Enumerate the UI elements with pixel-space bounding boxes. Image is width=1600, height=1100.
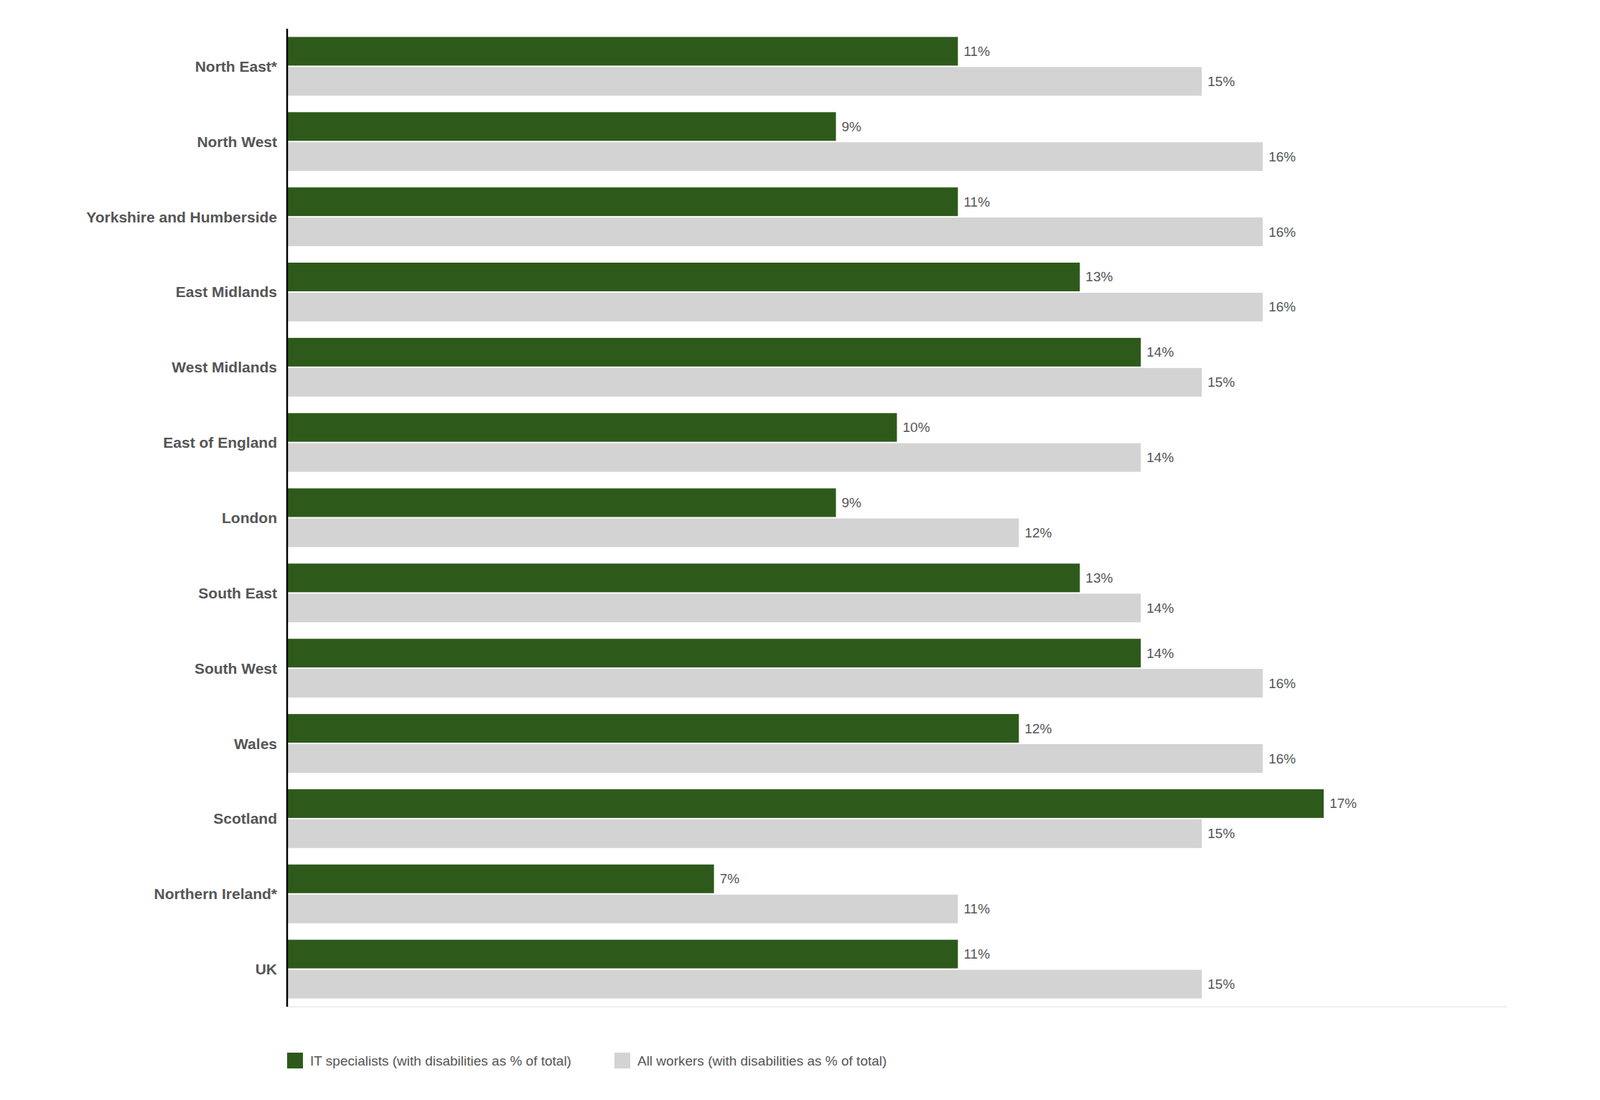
data-label: 9% [841,119,863,135]
y-tick-label: North East* [195,58,278,75]
data-label: 14% [1146,646,1174,662]
bar [287,563,1080,593]
legend-label: IT specialists (with disabilities as % o… [310,1053,572,1069]
y-tick-labels: North East* North West Yorkshire and Humbe… [86,58,278,978]
bar [287,789,1324,819]
bar [287,593,1141,623]
bar [287,142,1263,171]
bar [287,819,1202,849]
bar [287,970,1202,1000]
data-label: 15% [1207,976,1235,993]
y-tick-label: Scotland [213,810,278,827]
y-tick-label: UK [255,961,278,978]
data-label: 12% [1024,525,1052,541]
bar [287,262,1080,292]
data-label: 11% [963,43,990,59]
legend-swatch [287,1053,303,1069]
data-label: 13% [1085,269,1113,285]
bar [287,66,1202,96]
data-label: 11% [963,194,990,210]
data-label: 14% [1146,600,1174,616]
y-tick-label: North West [196,133,278,151]
bar [287,187,958,217]
chart-svg: 11% 9% 11% 13% 14% 10% 9% 13% 14% 12% 17% 7% 11% 15% 1… [0,0,1600,1100]
bar [287,443,1141,473]
bar [287,668,1263,698]
bar [287,368,1202,397]
bar [287,714,1019,743]
bar [287,292,1263,322]
data-label: 14% [1146,450,1174,466]
legend: IT specialists (with disabilities as % o… [287,1053,887,1069]
legend-swatch [614,1053,631,1069]
bar [287,338,1141,367]
bar [287,488,837,518]
y-tick-label: Wales [234,735,278,753]
data-label: 9% [841,495,863,511]
y-tick-label: South West [194,660,278,677]
chart-container: 11% 9% 11% 13% 14% 10% 9% 13% 14% 12% 17% 7% 11% 15% 1… [0,0,1600,1100]
data-label: 15% [1207,73,1235,90]
bar [287,217,1263,247]
data-label: 16% [1268,299,1296,315]
y-axis-line [286,28,289,1008]
data-label: 11% [963,901,990,917]
data-label: 13% [1085,570,1113,586]
bar [287,895,958,924]
data-labels: 11% 9% 11% 13% 14% 10% 9% 13% 14% 12% 17% 7% 11% 15% 1… [719,43,1358,993]
data-label: 15% [1207,374,1235,390]
y-tick-label: West Midlands [171,358,278,376]
data-label: 7% [719,871,741,887]
y-tick-label: East Midlands [175,283,278,301]
y-tick-label: East of England [162,434,278,451]
x-range-line [287,1007,1507,1008]
bar [287,413,898,443]
bar [287,518,1019,548]
bar [287,111,837,141]
bar [287,36,958,66]
data-label: 16% [1268,676,1296,692]
y-tick-label: London [221,509,278,527]
y-tick-label: South East [198,585,278,602]
y-tick-label: Yorkshire and Humberside [86,208,278,226]
bar [287,744,1263,774]
data-label: 12% [1024,721,1052,737]
bar [287,940,958,970]
data-label: 16% [1268,224,1296,240]
data-label: 16% [1268,751,1296,767]
bars [287,36,1324,999]
legend-label: All workers (with disabilities as % of t… [637,1053,887,1069]
data-label: 16% [1268,149,1296,165]
bar [287,638,1141,668]
data-label: 11% [963,946,990,962]
data-label: 15% [1207,826,1235,842]
data-label: 10% [903,419,931,435]
y-tick-label: Northern Ireland* [153,885,278,903]
bar [287,864,715,894]
data-label: 17% [1329,796,1357,812]
data-label: 14% [1146,344,1174,360]
